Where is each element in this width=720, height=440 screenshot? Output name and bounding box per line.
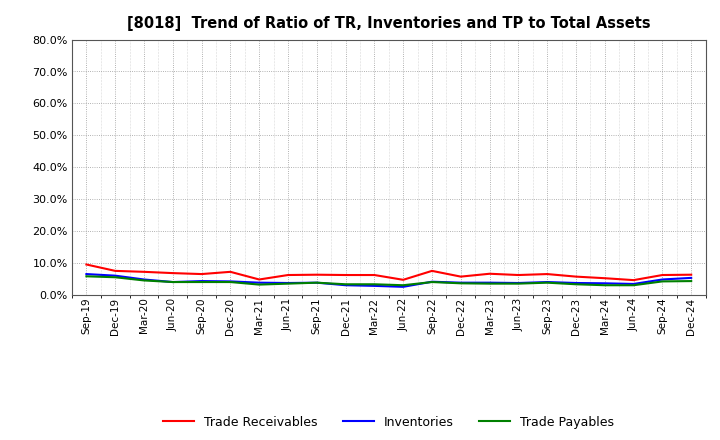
Inventories: [543, 279, 552, 285]
Trade Payables: [197, 279, 206, 285]
Trade Payables: [168, 279, 177, 285]
Inventories: [485, 280, 494, 285]
Trade Receivables: [658, 272, 667, 278]
Trade Receivables: [485, 271, 494, 276]
Trade Receivables: [687, 272, 696, 277]
Inventories: [514, 280, 523, 286]
Trade Receivables: [341, 272, 350, 278]
Trade Payables: [485, 281, 494, 286]
Trade Receivables: [514, 272, 523, 278]
Line: Trade Receivables: Trade Receivables: [86, 264, 691, 280]
Inventories: [197, 279, 206, 284]
Trade Receivables: [226, 269, 235, 275]
Trade Receivables: [284, 272, 292, 278]
Trade Receivables: [312, 272, 321, 277]
Trade Payables: [399, 282, 408, 288]
Trade Payables: [82, 274, 91, 279]
Trade Receivables: [428, 268, 436, 274]
Trade Receivables: [197, 271, 206, 277]
Trade Payables: [226, 279, 235, 285]
Title: [8018]  Trend of Ratio of TR, Inventories and TP to Total Assets: [8018] Trend of Ratio of TR, Inventories…: [127, 16, 651, 32]
Trade Payables: [600, 282, 609, 288]
Trade Receivables: [399, 277, 408, 282]
Inventories: [658, 277, 667, 282]
Trade Receivables: [572, 274, 580, 279]
Inventories: [168, 279, 177, 285]
Trade Receivables: [255, 277, 264, 282]
Legend: Trade Receivables, Inventories, Trade Payables: Trade Receivables, Inventories, Trade Pa…: [163, 416, 614, 429]
Trade Payables: [543, 280, 552, 285]
Trade Receivables: [140, 269, 148, 275]
Trade Payables: [255, 282, 264, 287]
Inventories: [456, 280, 465, 285]
Trade Payables: [341, 282, 350, 287]
Inventories: [370, 283, 379, 289]
Inventories: [687, 275, 696, 281]
Trade Payables: [629, 282, 638, 288]
Trade Receivables: [111, 268, 120, 274]
Trade Payables: [370, 282, 379, 287]
Trade Receivables: [600, 275, 609, 281]
Trade Payables: [428, 279, 436, 285]
Trade Receivables: [82, 262, 91, 267]
Trade Receivables: [456, 274, 465, 279]
Trade Payables: [140, 278, 148, 283]
Trade Payables: [111, 275, 120, 280]
Inventories: [312, 280, 321, 285]
Trade Payables: [312, 280, 321, 285]
Inventories: [600, 281, 609, 286]
Trade Receivables: [629, 278, 638, 283]
Inventories: [629, 281, 638, 286]
Trade Receivables: [168, 271, 177, 276]
Inventories: [284, 280, 292, 286]
Trade Payables: [572, 282, 580, 287]
Inventories: [341, 282, 350, 288]
Inventories: [111, 273, 120, 279]
Trade Payables: [687, 279, 696, 284]
Inventories: [255, 280, 264, 285]
Trade Receivables: [543, 271, 552, 277]
Trade Payables: [658, 279, 667, 284]
Trade Payables: [284, 281, 292, 286]
Inventories: [226, 279, 235, 284]
Line: Trade Payables: Trade Payables: [86, 276, 691, 285]
Trade Payables: [456, 281, 465, 286]
Inventories: [82, 271, 91, 277]
Inventories: [572, 280, 580, 286]
Inventories: [428, 279, 436, 284]
Inventories: [140, 277, 148, 282]
Trade Receivables: [370, 272, 379, 278]
Trade Payables: [514, 281, 523, 286]
Line: Inventories: Inventories: [86, 274, 691, 287]
Inventories: [399, 284, 408, 290]
